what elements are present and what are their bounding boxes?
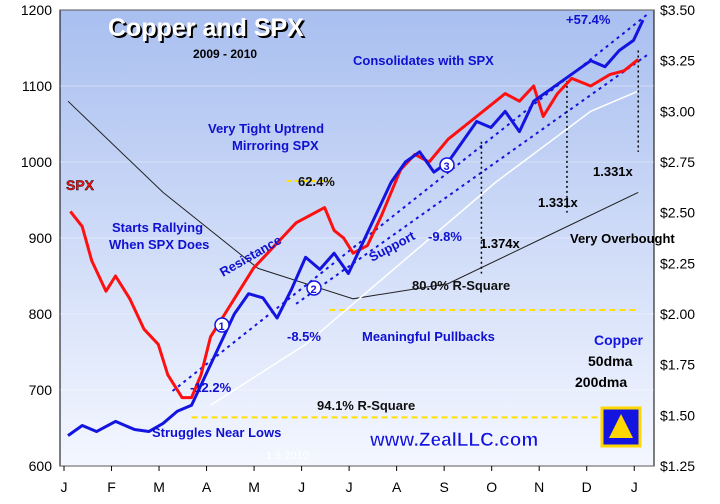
annotation-starts-1: Starts Rallying — [112, 220, 203, 235]
x-tick-label: M — [248, 479, 260, 495]
x-tick-label: J — [631, 479, 638, 495]
annotation-pct-122: -12.2% — [190, 380, 232, 395]
right-tick-label: $2.75 — [660, 154, 695, 170]
x-tick-label: J — [346, 479, 353, 495]
x-tick-label: A — [392, 479, 402, 495]
right-tick-label: $2.25 — [660, 255, 695, 271]
left-tick-label: 900 — [29, 230, 53, 246]
x-tick-label: J — [61, 479, 68, 495]
annotation-1331x-b: 1.331x — [593, 164, 634, 179]
x-tick-label: O — [486, 479, 497, 495]
pullback-circle-2 — [306, 280, 322, 296]
right-tick-label: $3.25 — [660, 53, 695, 69]
left-tick-label: 1100 — [22, 78, 52, 94]
right-tick-label: $1.25 — [660, 458, 695, 474]
annotation-r2-941: 94.1% R-Square — [317, 398, 415, 413]
spx-series-line — [69, 58, 640, 400]
x-tick-label: D — [582, 479, 592, 495]
right-tick-label: $3.00 — [660, 103, 695, 119]
x-tick-label: S — [439, 479, 448, 495]
pullback-number-2: 2 — [311, 284, 317, 296]
pullback-marker-2: 2 — [306, 280, 322, 296]
x-tick-label: J — [298, 479, 305, 495]
left-tick-label: 700 — [29, 382, 53, 398]
x-tick-label: M — [153, 479, 165, 495]
zeal-logo — [600, 406, 642, 448]
annotation-starts-2: When SPX Does — [109, 237, 209, 252]
x-tick-label: F — [107, 479, 116, 495]
pullback-number-1: 1 — [219, 321, 225, 333]
pullback-marker-1: 1 — [214, 317, 230, 333]
annotation-consolidates: Consolidates with SPX — [353, 53, 494, 68]
pullback-number-3: 3 — [444, 161, 450, 173]
annotation-1374x: 1.374x — [480, 236, 521, 251]
pullback-circle-3 — [439, 157, 455, 173]
annotation-r2-80: 80.0% R-Square — [412, 278, 510, 293]
pullback-marker-3: 3 — [439, 157, 455, 173]
annotation-struggles: Struggles Near Lows — [152, 425, 281, 440]
copper-label: Copper — [594, 332, 644, 348]
chart-subtitle: 2009 - 2010 — [193, 47, 257, 61]
annotation-pct-574: +57.4% — [566, 12, 611, 27]
copper-200dma-line — [210, 90, 639, 406]
right-tick-label: $3.50 — [660, 2, 695, 18]
right-tick-label: $2.00 — [660, 306, 695, 322]
annotation-pct-85: -8.5% — [287, 329, 321, 344]
right-tick-label: $2.50 — [660, 205, 695, 221]
annotation-tight-1: Very Tight Uptrend — [208, 121, 324, 136]
right-tick-label: $1.50 — [660, 407, 695, 423]
ma50-label: 50dma — [588, 353, 633, 369]
pullback-circle-1 — [214, 317, 230, 333]
x-tick-label: N — [534, 479, 544, 495]
x-tick-label: A — [202, 479, 212, 495]
spx-label: SPX — [66, 177, 95, 193]
annotation-tight-2: Mirroring SPX — [232, 138, 319, 153]
right-tick-label: $1.75 — [660, 357, 695, 373]
left-tick-label: 800 — [29, 306, 53, 322]
copper-series-line — [67, 19, 645, 437]
spx-200dma-line — [67, 100, 639, 300]
annotation-pct-98: -9.8% — [428, 229, 462, 244]
annotation-overbought: Very Overbought — [570, 231, 675, 246]
date-stamp: 1.6.2010 — [266, 450, 309, 462]
annotation-1331x-a: 1.331x — [538, 195, 579, 210]
left-tick-label: 600 — [29, 458, 53, 474]
annotation-pullbacks: Meaningful Pullbacks — [362, 329, 495, 344]
left-tick-label: 1000 — [21, 154, 52, 170]
left-tick-label: 1200 — [21, 2, 52, 18]
logo-mark — [609, 414, 633, 438]
annotation-pct-624: 62.4% — [298, 174, 335, 189]
chart-title: Copper and SPX — [110, 16, 306, 44]
website-label: www.ZealLLC.com — [369, 430, 538, 451]
ma200-label: 200dma — [575, 374, 627, 390]
chart-title-face: Copper and SPX — [108, 14, 304, 42]
